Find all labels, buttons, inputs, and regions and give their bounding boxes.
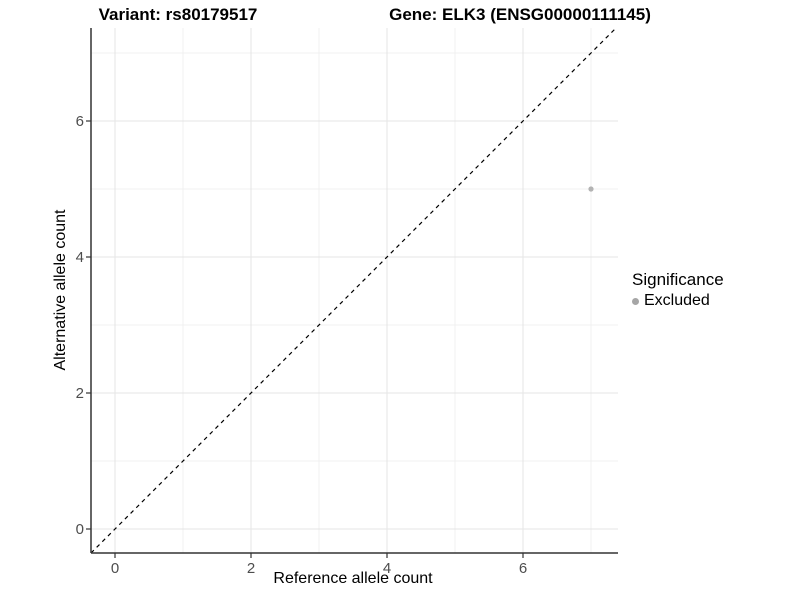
y-axis-title: Alternative allele count: [52, 209, 69, 371]
data-points: [588, 186, 594, 192]
legend-item-excluded: Excluded: [632, 292, 797, 310]
y-tick-label: 4: [76, 249, 84, 266]
plot-title-variant: Variant: rs80179517: [98, 5, 258, 24]
x-tick-label: 6: [519, 560, 527, 577]
legend-title: Significance: [632, 270, 724, 289]
y-tick-label: 6: [76, 113, 84, 130]
y-tick-label: 0: [76, 521, 84, 538]
gridlines-major: [91, 28, 618, 553]
data-point: [588, 186, 594, 192]
identity-line-group: [90, 27, 617, 554]
gridlines-minor: [91, 28, 618, 553]
excluded-point-icon: [632, 297, 639, 305]
y-tick-label: 2: [76, 385, 84, 402]
plot-title-gene: Gene: ELK3 (ENSG00000111145): [389, 5, 651, 24]
x-tick-label: 4: [383, 560, 391, 577]
legend-item-label: Excluded: [644, 292, 710, 309]
tick-marks: [86, 120, 524, 558]
legend: Significance Excluded: [632, 270, 797, 310]
axes: [90, 28, 618, 554]
x-tick-label: 0: [111, 560, 119, 577]
x-tick-label: 2: [247, 560, 255, 577]
identity-line: [90, 27, 617, 554]
x-axis-title: Reference allele count: [273, 570, 433, 587]
tick-labels: 0 2 4 6 0 2 4 6: [76, 113, 528, 577]
